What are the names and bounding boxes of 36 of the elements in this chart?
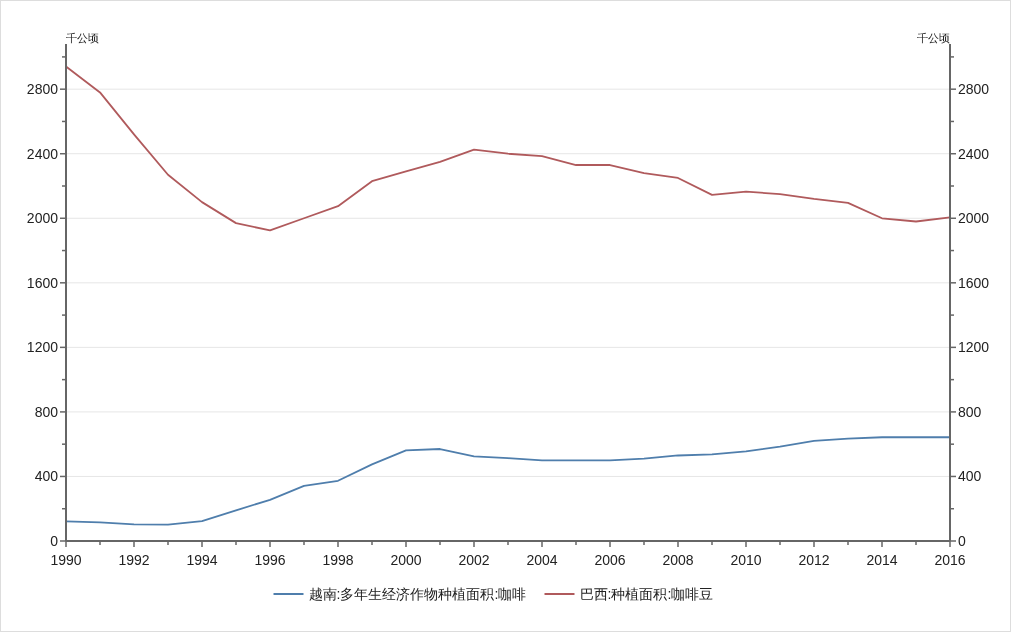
x-tick-label: 1990 [50, 552, 82, 568]
y2-tick-label: 400 [958, 468, 982, 485]
x-tick-label: 2006 [594, 552, 626, 568]
y2-tick-label: 800 [958, 403, 982, 420]
x-tick-label: 2010 [730, 552, 762, 568]
x-tick-label: 1996 [254, 552, 286, 568]
legend-label: 越南:多年生经济作物种植面积:咖啡 [308, 585, 527, 602]
x-tick-label: 2002 [458, 552, 490, 568]
y2-tick-label: 1200 [958, 339, 990, 356]
x-tick-label: 1992 [118, 552, 150, 568]
y2-axis-title: 千公顷 [917, 32, 950, 44]
y-tick-label: 2000 [26, 210, 59, 227]
x-tick-label: 2000 [390, 552, 422, 568]
y-tick-label: 800 [34, 403, 59, 420]
y2-tick-label: 2000 [958, 210, 990, 227]
y2-tick-label: 2400 [958, 145, 990, 162]
line-series [65, 436, 951, 526]
x-tick-label: 2014 [866, 552, 898, 568]
line-series [65, 65, 951, 232]
y-axis-title: 千公顷 [66, 32, 99, 44]
y-tick-label: 0 [50, 532, 59, 549]
x-tick-label: 2004 [526, 552, 558, 568]
y-tick-label: 1200 [26, 339, 59, 356]
y-tick-label: 2800 [26, 81, 59, 98]
x-tick-label: 2008 [662, 552, 694, 568]
x-tick-label: 2012 [798, 552, 830, 568]
x-tick-label: 2016 [934, 552, 966, 568]
y2-tick-label: 0 [958, 532, 966, 549]
x-tick-label: 1998 [322, 552, 354, 568]
y2-tick-label: 2800 [958, 81, 990, 98]
y-tick-label: 400 [34, 468, 59, 485]
y2-tick-label: 1600 [958, 274, 990, 291]
legend-label: 巴西:种植面积:咖啡豆 [579, 585, 714, 602]
x-tick-label: 1994 [186, 552, 218, 568]
y-tick-label: 2400 [26, 145, 59, 162]
y-tick-label: 1600 [26, 274, 59, 291]
